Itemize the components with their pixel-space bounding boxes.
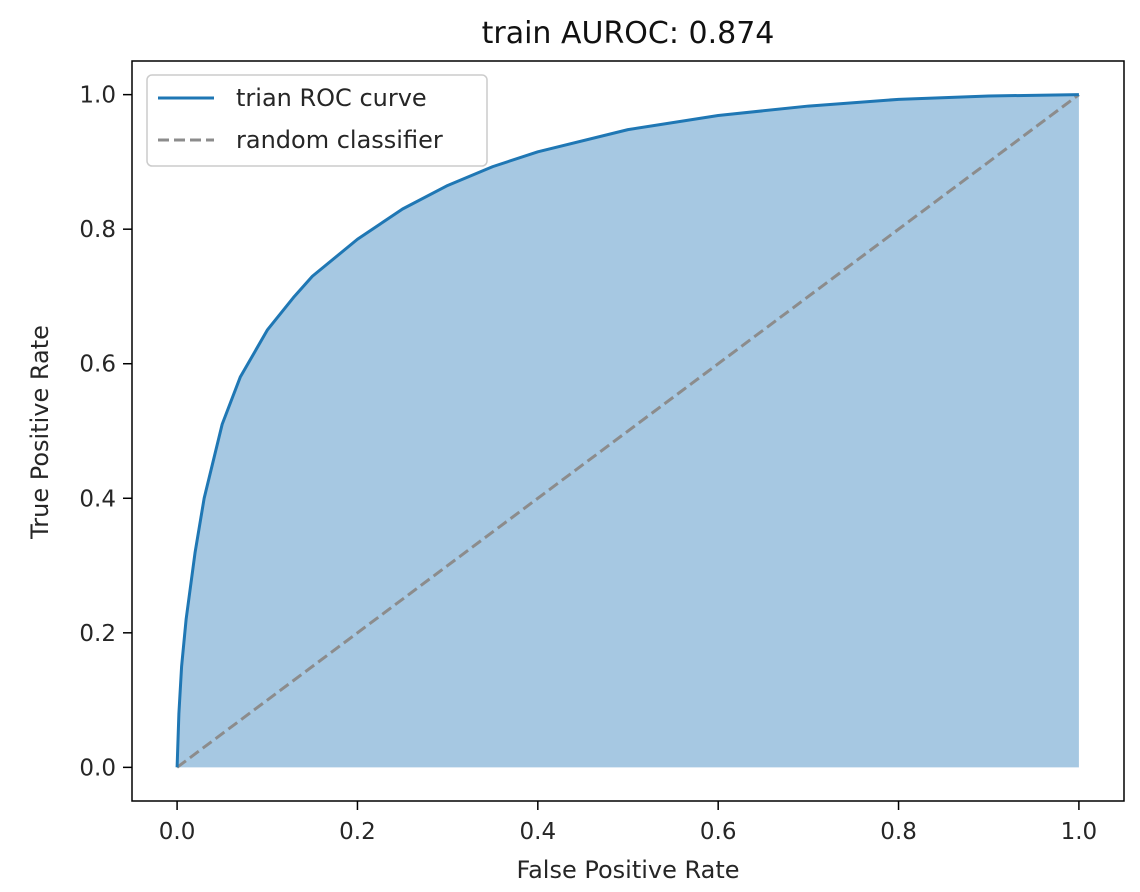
legend-label-roc: trian ROC curve xyxy=(236,84,427,112)
x-tick-label: 0.2 xyxy=(339,819,376,845)
y-tick-label: 0.2 xyxy=(79,621,116,647)
x-tick-label: 1.0 xyxy=(1061,819,1098,845)
y-tick-label: 0.0 xyxy=(79,755,116,781)
y-axis-label: True Positive Rate xyxy=(26,325,54,540)
x-tick-label: 0.0 xyxy=(159,819,196,845)
legend-box xyxy=(146,74,488,167)
plot-frame xyxy=(131,60,1125,802)
x-tick-label: 0.8 xyxy=(880,819,917,845)
x-tick-label: 0.6 xyxy=(700,819,737,845)
legend-label-random: random classifier xyxy=(236,126,443,154)
x-axis-label: False Positive Rate xyxy=(516,856,739,884)
y-tick-label: 0.6 xyxy=(79,352,116,378)
random-classifier-line xyxy=(176,93,1080,769)
y-tick-label: 0.4 xyxy=(79,486,116,512)
y-tick-label: 0.8 xyxy=(79,217,116,243)
axes: 0.0 0.2 0.4 0.6 0.8 1.0 0.0 0.2 0.4 0.6 0.8 1.0 xyxy=(79,60,1125,845)
legend: trian ROC curve random classifier xyxy=(146,74,488,167)
x-tick-label: 0.4 xyxy=(520,819,557,845)
plot-area xyxy=(175,93,1080,769)
chart-title: train AUROC: 0.874 xyxy=(482,16,775,51)
y-tick-label: 1.0 xyxy=(79,83,116,109)
roc-curve-line xyxy=(175,93,1079,768)
